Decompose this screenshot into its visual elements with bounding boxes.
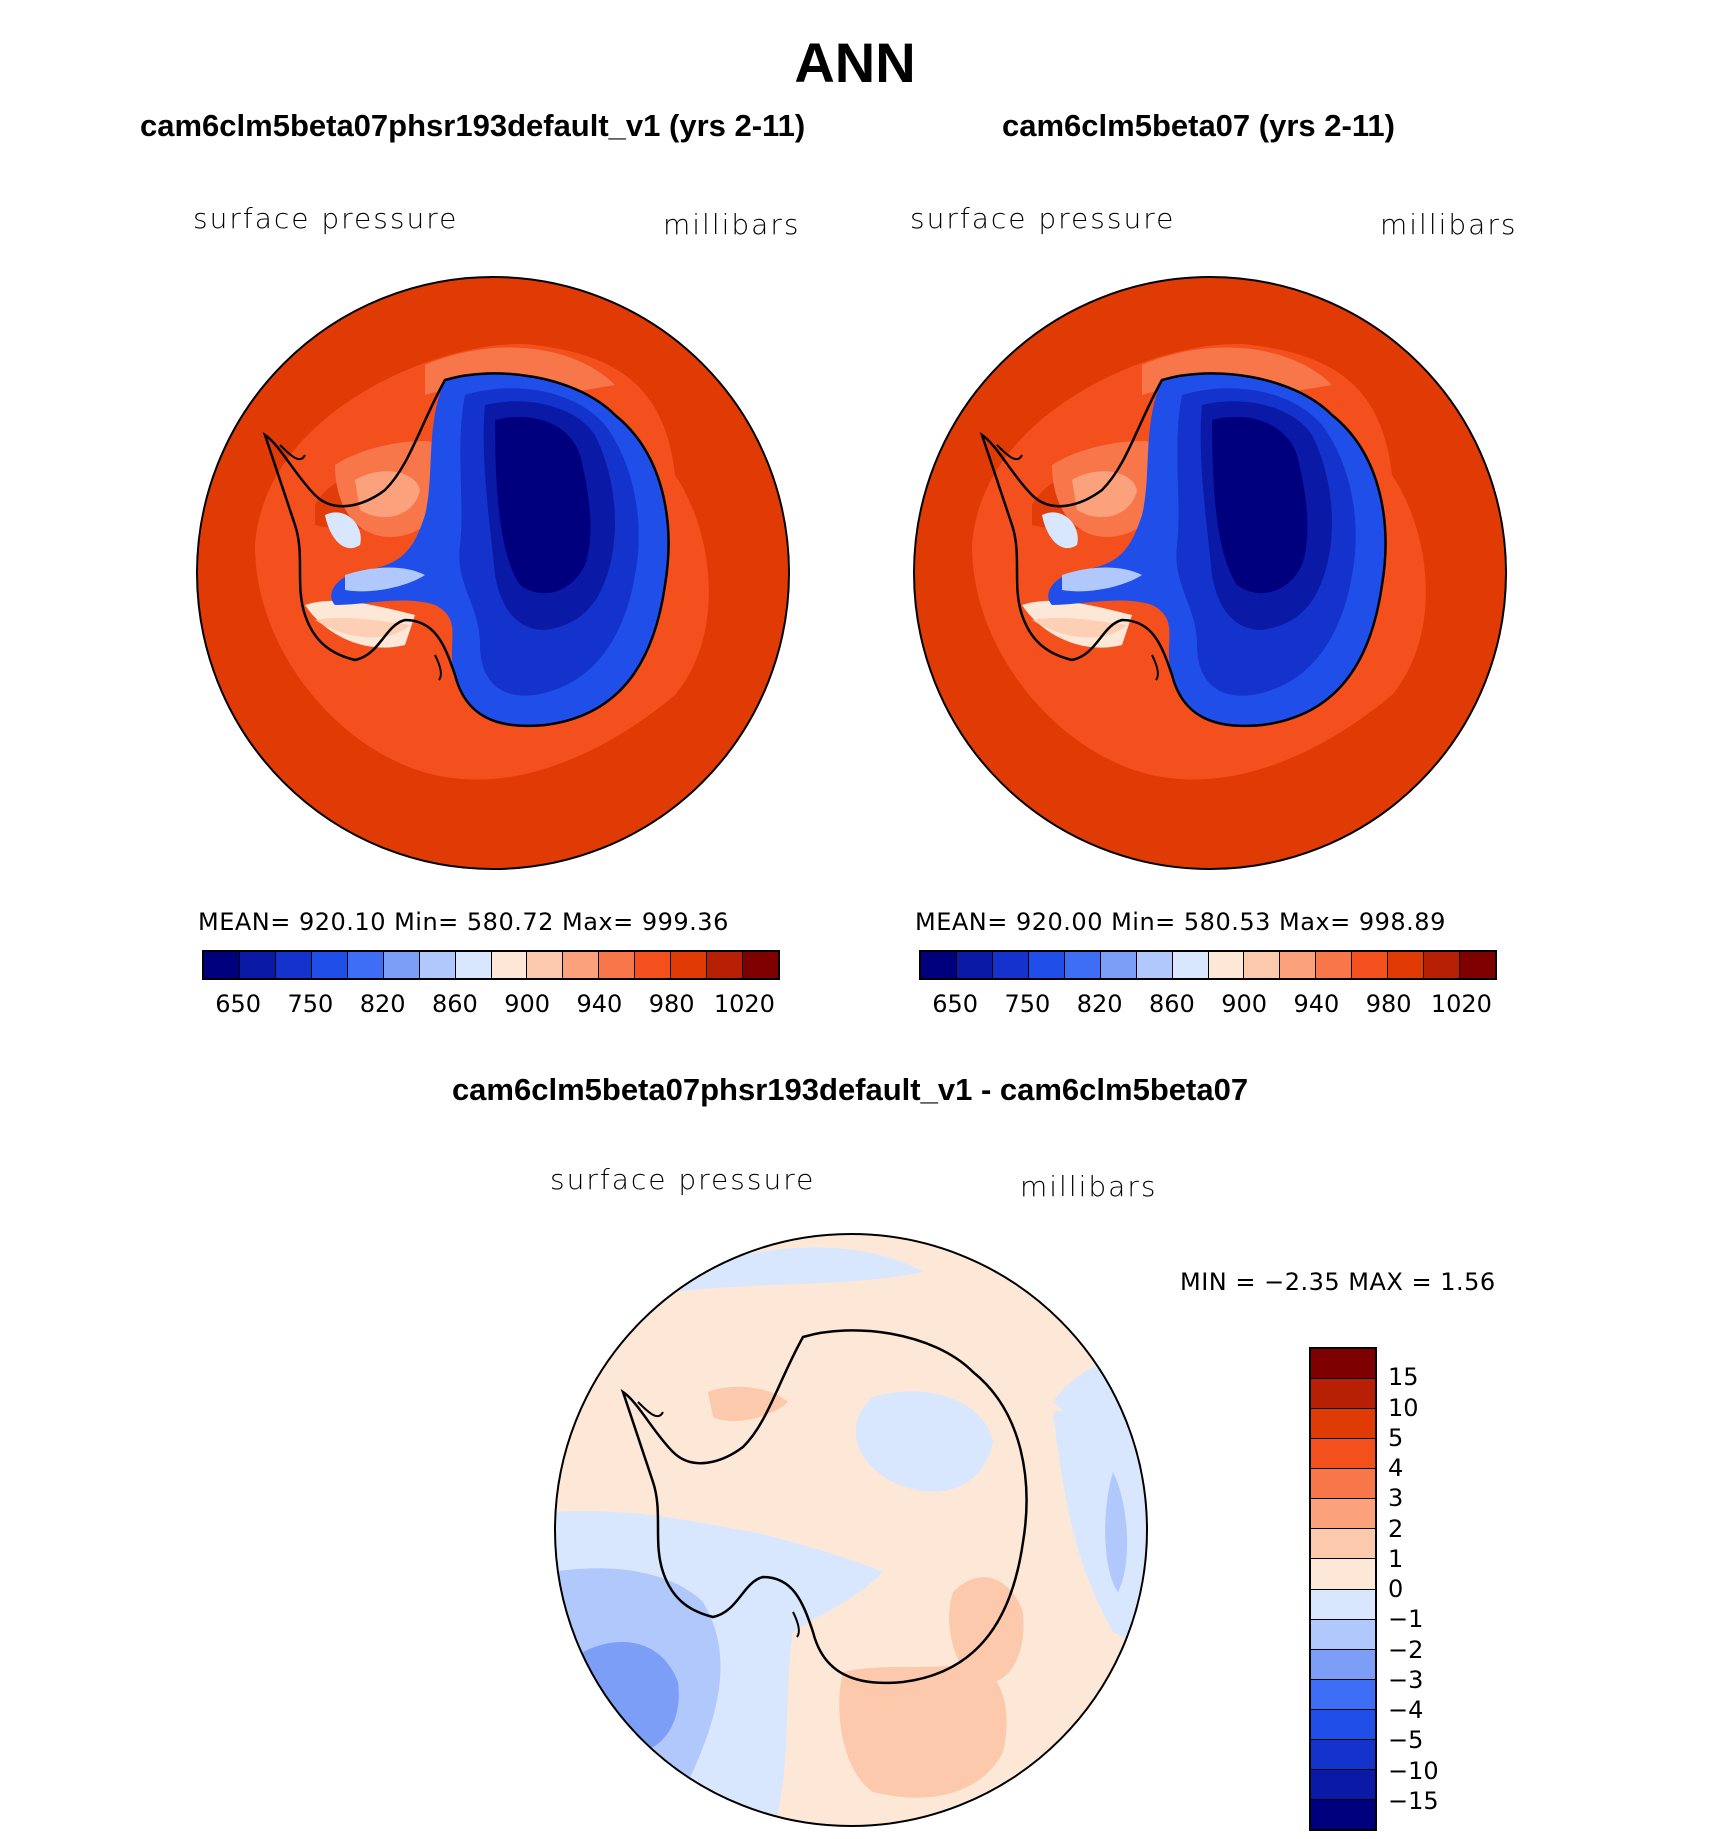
colorbar-tick-label: 3: [1388, 1484, 1404, 1513]
colorbar-swatch: [1208, 952, 1245, 978]
colorbar-tick-label: −3: [1388, 1665, 1424, 1694]
colorbar-swatch: [1311, 1589, 1375, 1620]
colorbar-tick-label: 5: [1388, 1423, 1404, 1452]
colorbar-tick-label: 750: [1004, 990, 1051, 1018]
diff-colorbar: [1309, 1347, 1377, 1831]
colorbar-swatch: [1352, 952, 1389, 978]
colorbar-swatch: [1311, 1799, 1375, 1829]
colorbar-swatch: [1311, 1649, 1375, 1680]
panel2-title: cam6clm5beta07 (yrs 2-11): [1002, 108, 1395, 143]
colorbar-swatch: [204, 952, 240, 978]
main-title: ANN: [794, 31, 916, 94]
colorbar-tick-label: 650: [215, 990, 262, 1018]
colorbar-swatch: [1311, 1679, 1375, 1710]
diff-units: millibars: [1020, 1170, 1158, 1203]
colorbar-swatch: [239, 952, 276, 978]
colorbar-swatch: [1311, 1469, 1375, 1500]
panel2-variable: surface pressure: [910, 202, 1176, 235]
colorbar-swatch: [1311, 1349, 1375, 1380]
colorbar-tick-label: 4: [1388, 1454, 1404, 1482]
colorbar-swatch: [1424, 952, 1461, 978]
colorbar-tick-label: 650: [932, 990, 979, 1018]
colorbar-swatch: [347, 952, 384, 978]
colorbar-swatch: [599, 952, 636, 978]
colorbar-swatch: [455, 952, 492, 978]
colorbar-swatch: [743, 952, 778, 978]
colorbar-tick-label: −1: [1388, 1605, 1424, 1634]
colorbar-tick-label: 980: [648, 990, 695, 1018]
colorbar-swatch: [1316, 952, 1353, 978]
colorbar-swatch: [1311, 1529, 1375, 1560]
diff-variable: surface pressure: [550, 1163, 816, 1196]
colorbar-swatch: [1064, 952, 1101, 978]
colorbar-tick-label: 1020: [1430, 990, 1492, 1018]
colorbar-tick-label: −10: [1388, 1756, 1439, 1785]
colorbar-swatch: [1136, 952, 1173, 978]
panel1-map: [196, 276, 790, 870]
colorbar-swatch: [1172, 952, 1209, 978]
panel1-stats: MEAN= 920.10 Min= 580.72 Max= 999.36: [198, 908, 729, 936]
colorbar-tick-label: 900: [504, 990, 551, 1018]
colorbar-swatch: [1311, 1439, 1375, 1470]
colorbar-swatch: [956, 952, 993, 978]
colorbar-swatch: [311, 952, 348, 978]
colorbar-swatch: [275, 952, 312, 978]
colorbar-swatch: [1280, 952, 1317, 978]
panel2-map: [913, 276, 1507, 870]
colorbar-swatch: [1100, 952, 1137, 978]
panel2-stats: MEAN= 920.00 Min= 580.53 Max= 998.89: [915, 908, 1446, 936]
colorbar-swatch: [992, 952, 1029, 978]
colorbar-swatch: [1388, 952, 1425, 978]
diff-title: cam6clm5beta07phsr193default_v1 - cam6cl…: [451, 1072, 1249, 1107]
colorbar-swatch: [707, 952, 744, 978]
colorbar-swatch: [419, 952, 456, 978]
colorbar-tick-label: −2: [1388, 1635, 1424, 1664]
colorbar-tick-label: 1020: [713, 990, 775, 1018]
colorbar-tick-label: 940: [576, 990, 623, 1018]
diff-stats: MIN = −2.35 MAX = 1.56: [1180, 1268, 1496, 1296]
panel1-units: millibars: [663, 208, 801, 241]
colorbar-swatch: [1311, 1769, 1375, 1800]
colorbar-tick-label: 2: [1388, 1514, 1404, 1543]
colorbar-tick-label: 820: [1076, 990, 1123, 1018]
colorbar-tick-label: 940: [1293, 990, 1340, 1018]
colorbar-swatch: [1244, 952, 1281, 978]
colorbar-tick-label: 860: [1148, 990, 1195, 1018]
panel2-units: millibars: [1380, 208, 1518, 241]
colorbar-tick-label: 15: [1388, 1363, 1419, 1392]
colorbar-tick-label: 980: [1365, 990, 1412, 1018]
colorbar-swatch: [563, 952, 600, 978]
colorbar-swatch: [383, 952, 420, 978]
panel1-title: cam6clm5beta07phsr193default_v1 (yrs 2-1…: [140, 108, 806, 143]
colorbar-swatch: [1311, 1709, 1375, 1740]
colorbar-tick-label: −5: [1388, 1726, 1424, 1755]
colorbar-swatch: [1311, 1739, 1375, 1770]
panel1-variable: surface pressure: [193, 202, 459, 235]
colorbar-tick-label: 0: [1388, 1575, 1404, 1603]
colorbar-swatch: [527, 952, 564, 978]
colorbar-tick-label: 10: [1388, 1393, 1419, 1422]
colorbar-tick-label: 750: [287, 990, 334, 1018]
colorbar-swatch: [491, 952, 528, 978]
colorbar-swatch: [1311, 1619, 1375, 1650]
colorbar-swatch: [1311, 1379, 1375, 1410]
colorbar-swatch: [1311, 1559, 1375, 1590]
panel2-colorbar: [919, 950, 1497, 980]
colorbar-tick-label: 860: [431, 990, 478, 1018]
colorbar-tick-label: 1: [1388, 1544, 1404, 1573]
colorbar-tick-label: 820: [359, 990, 406, 1018]
colorbar-swatch: [671, 952, 708, 978]
colorbar-tick-label: 900: [1221, 990, 1268, 1018]
colorbar-swatch: [635, 952, 672, 978]
panel1-colorbar: [202, 950, 780, 980]
diff-map: [554, 1233, 1148, 1827]
colorbar-swatch: [1311, 1499, 1375, 1530]
colorbar-tick-label: −15: [1388, 1786, 1439, 1815]
colorbar-swatch: [1460, 952, 1495, 978]
colorbar-swatch: [921, 952, 957, 978]
colorbar-swatch: [1311, 1409, 1375, 1440]
colorbar-swatch: [1028, 952, 1065, 978]
colorbar-tick-label: −4: [1388, 1696, 1424, 1724]
